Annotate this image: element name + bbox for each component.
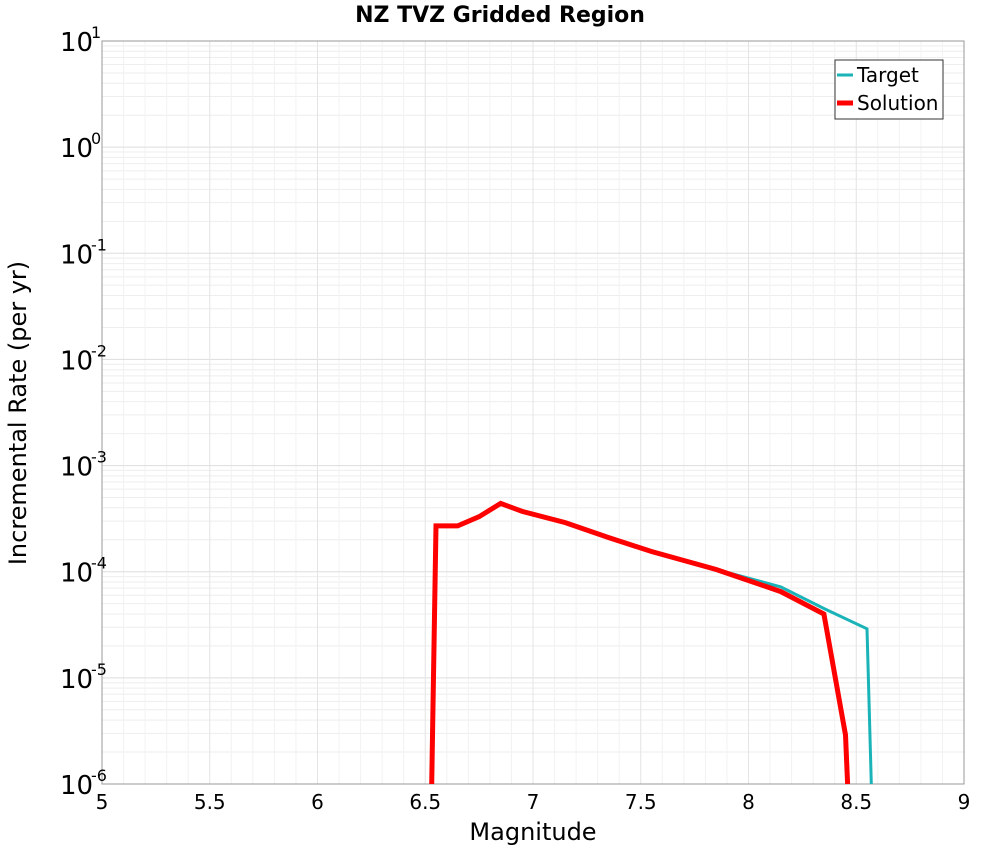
y-tick-base: 10 bbox=[60, 665, 93, 695]
x-tick-label: 7.5 bbox=[625, 790, 657, 814]
y-tick-base: 10 bbox=[60, 771, 93, 801]
x-tick-label: 6 bbox=[311, 790, 324, 814]
y-tick-base: 10 bbox=[60, 28, 93, 58]
y-axis-label: Incremental Rate (per yr) bbox=[4, 261, 32, 565]
x-tick-label: 9 bbox=[958, 790, 971, 814]
y-tick-label: 101 bbox=[60, 23, 101, 58]
x-axis-label: Magnitude bbox=[469, 818, 596, 846]
series-line-solution bbox=[429, 500, 851, 785]
y-tick-exponent: 0 bbox=[91, 129, 101, 148]
y-tick-base: 10 bbox=[60, 559, 93, 589]
legend-box bbox=[834, 59, 944, 120]
y-tick-label: 10-5 bbox=[60, 660, 107, 695]
x-tick-label: 7 bbox=[527, 790, 540, 814]
legend: Target Solution bbox=[834, 59, 944, 120]
y-tick-label: 10-2 bbox=[60, 341, 107, 376]
y-tick-base: 10 bbox=[60, 346, 93, 376]
x-tick-label: 8 bbox=[742, 790, 755, 814]
x-tick-labels: 5 5.5 6 6.5 7 7.5 8 8.5 9 bbox=[96, 790, 971, 814]
y-tick-base: 10 bbox=[60, 453, 93, 483]
x-tick-label: 5 bbox=[96, 790, 109, 814]
x-tick-label: 5.5 bbox=[194, 790, 226, 814]
plot-frame bbox=[101, 40, 965, 785]
y-tick-exponent: -5 bbox=[91, 660, 107, 679]
x-tick-label: 6.5 bbox=[409, 790, 441, 814]
y-tick-label: 10-6 bbox=[60, 766, 107, 801]
y-tick-label: 100 bbox=[60, 129, 101, 164]
y-tick-exponent: -6 bbox=[91, 766, 107, 785]
y-tick-exponent: -3 bbox=[91, 448, 107, 467]
legend-label-solution: Solution bbox=[857, 91, 938, 115]
y-tick-exponent: -2 bbox=[91, 341, 107, 360]
series-layer bbox=[429, 500, 873, 785]
y-tick-exponent: -1 bbox=[91, 235, 107, 254]
y-tick-label: 10-3 bbox=[60, 448, 107, 483]
legend-label-target: Target bbox=[856, 63, 919, 87]
chart-title: NZ TVZ Gridded Region bbox=[355, 3, 645, 28]
y-tick-exponent: -4 bbox=[91, 554, 107, 573]
y-tick-label: 10-4 bbox=[60, 554, 107, 589]
y-tick-exponent: 1 bbox=[91, 23, 101, 42]
y-tick-label: 10-1 bbox=[60, 235, 107, 270]
series-line-target bbox=[430, 501, 873, 785]
y-tick-base: 10 bbox=[60, 240, 93, 270]
x-tick-label: 8.5 bbox=[840, 790, 872, 814]
y-tick-base: 10 bbox=[60, 134, 93, 164]
